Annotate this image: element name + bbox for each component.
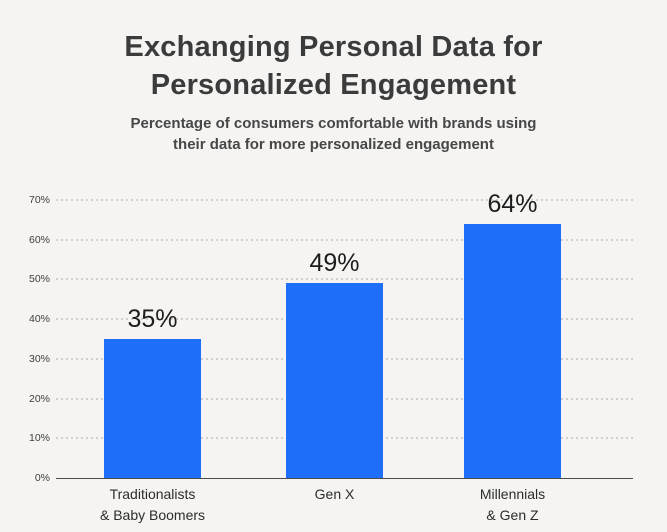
bar-group: 35% bbox=[104, 200, 201, 478]
y-axis: 0% 10% 20% 30% 40% 50% 60% 70% bbox=[0, 194, 50, 484]
bar-value-label: 49% bbox=[309, 249, 360, 277]
bar bbox=[104, 339, 201, 478]
plot-area: 35% 49% 64% bbox=[56, 190, 633, 479]
y-tick-label: 60% bbox=[28, 234, 50, 246]
chart-header: Exchanging Personal Data for Personalize… bbox=[0, 28, 667, 155]
chart-subtitle-line-2: their data for more personalized engagem… bbox=[173, 136, 494, 153]
chart-title-line-2: Personalized Engagement bbox=[150, 69, 517, 101]
gridline bbox=[56, 278, 633, 280]
chart-subtitle-line-1: Percentage of consumers comfortable with… bbox=[130, 115, 537, 132]
category-label: Traditionalists & Baby Boomers bbox=[99, 486, 206, 523]
gridline bbox=[56, 199, 633, 201]
y-tick-label: 10% bbox=[28, 432, 50, 444]
bar bbox=[464, 224, 561, 478]
bar-value-label: 64% bbox=[487, 190, 538, 218]
bar-group: 64% bbox=[464, 190, 561, 478]
y-tick-label: 40% bbox=[28, 313, 50, 325]
bar-group: 49% bbox=[286, 200, 383, 478]
y-tick-label: 20% bbox=[28, 393, 50, 405]
bar bbox=[286, 283, 383, 478]
gridline bbox=[56, 239, 633, 241]
category-label: Gen X bbox=[314, 486, 355, 502]
y-tick-label: 50% bbox=[28, 273, 50, 285]
chart-title-line-1: Exchanging Personal Data for bbox=[124, 31, 543, 63]
category-label: Millennials & Gen Z bbox=[479, 486, 546, 523]
chart-title: Exchanging Personal Data for Personalize… bbox=[0, 28, 667, 104]
y-tick-label: 30% bbox=[28, 353, 50, 365]
x-axis-labels: Traditionalists & Baby Boomers Gen X Millen… bbox=[56, 484, 633, 530]
y-tick-label: 70% bbox=[28, 194, 50, 206]
chart-subtitle: Percentage of consumers comfortable with… bbox=[0, 113, 667, 155]
bar-value-label: 35% bbox=[127, 305, 178, 333]
x-axis-line bbox=[56, 477, 633, 479]
y-tick-label: 0% bbox=[34, 472, 50, 484]
